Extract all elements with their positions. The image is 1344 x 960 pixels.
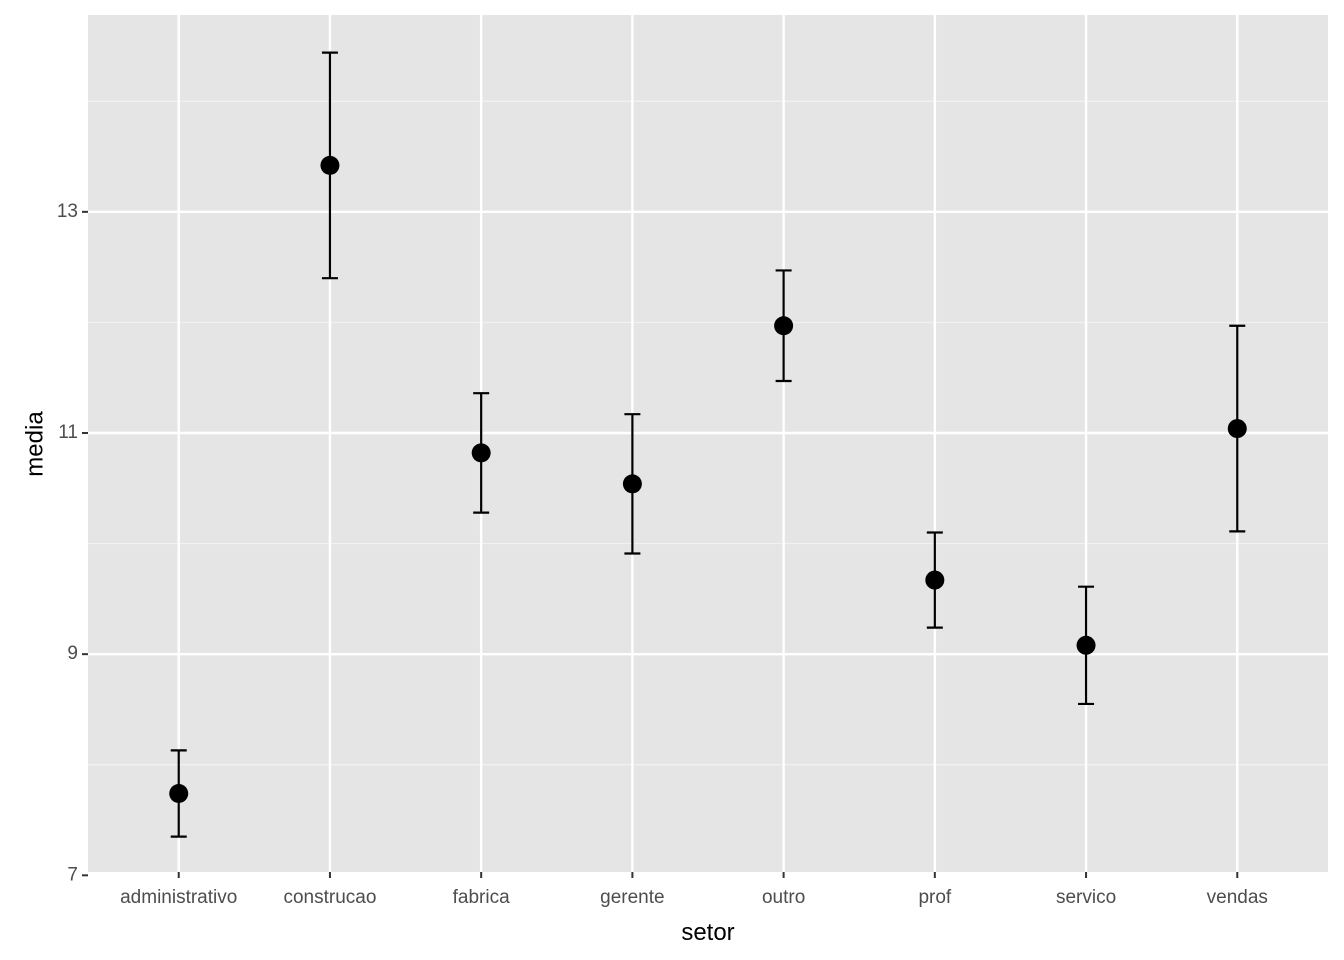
x-tick-label: fabrica: [453, 887, 510, 908]
x-axis-title: setor: [681, 919, 734, 946]
point: [1227, 419, 1247, 439]
point: [169, 783, 189, 803]
x-tick-label: servico: [1056, 887, 1116, 908]
point: [320, 155, 340, 175]
point: [774, 316, 794, 336]
x-tick-label: administrativo: [120, 887, 237, 908]
y-tick-label: 11: [58, 422, 78, 443]
y-tick-label: 7: [67, 864, 78, 885]
x-tick-label: gerente: [600, 887, 664, 908]
x-tick-label: vendas: [1207, 887, 1268, 908]
y-tick-label: 9: [67, 643, 78, 664]
x-tick-label: construcao: [283, 887, 376, 908]
point: [925, 570, 945, 590]
point: [622, 474, 642, 494]
x-tick-label: outro: [762, 887, 805, 908]
point: [471, 443, 491, 463]
y-axis-title: media: [21, 411, 48, 477]
point: [1076, 635, 1096, 655]
x-tick-label: prof: [918, 887, 951, 908]
y-tick-label: 13: [57, 201, 78, 222]
panel: [88, 15, 1328, 872]
